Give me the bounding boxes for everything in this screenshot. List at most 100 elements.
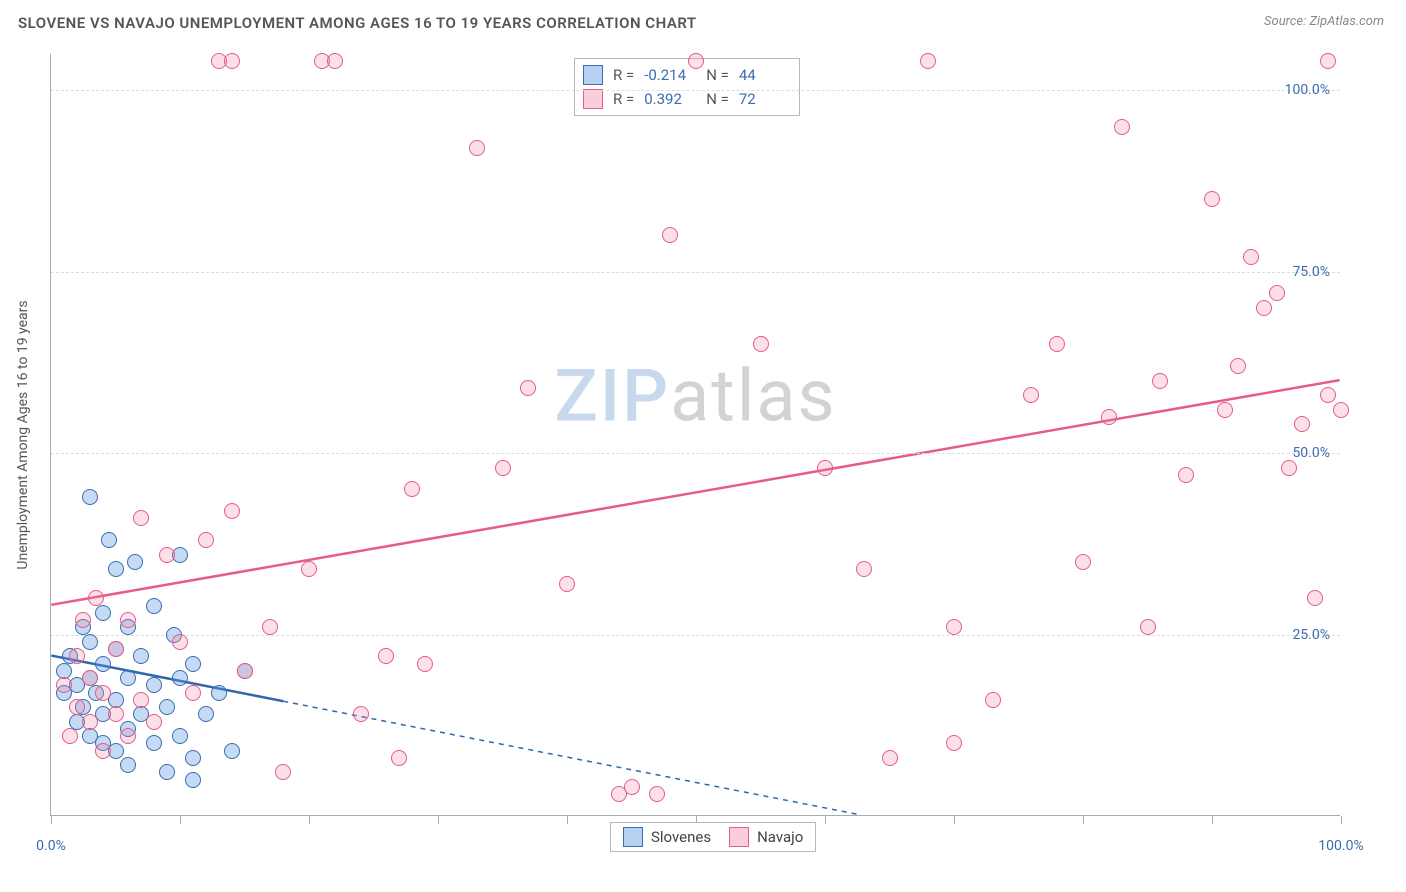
data-point [146,714,162,730]
chart-title: SLOVENE VS NAVAJO UNEMPLOYMENT AMONG AGE… [18,14,697,32]
data-point [120,757,136,773]
legend-label: Navajo [757,828,803,846]
data-point [1152,373,1168,389]
data-point [469,140,485,156]
data-point [1269,285,1285,301]
data-point [1320,387,1336,403]
n-label: N = [706,90,729,108]
data-point [1294,416,1310,432]
data-point [1178,467,1194,483]
data-point [353,706,369,722]
data-point [1049,336,1065,352]
data-point [133,510,149,526]
data-point [133,692,149,708]
data-point [856,561,872,577]
data-point [404,481,420,497]
data-point [172,728,188,744]
data-point [95,685,111,701]
r-label: R = [613,66,634,84]
r-value: -0.214 [644,66,696,84]
chart-region: Unemployment Among Ages 16 to 19 years Z… [50,54,1386,844]
trend-line-extrapolated [283,701,861,815]
legend-label: Slovenes [651,828,711,846]
trend-line [51,380,1339,605]
data-point [1023,387,1039,403]
x-tick [51,816,52,824]
data-point [262,619,278,635]
legend-item: Slovenes [623,827,711,847]
data-point [1333,402,1349,418]
data-point [391,750,407,766]
data-point [159,764,175,780]
data-point [301,561,317,577]
data-point [69,648,85,664]
gridline [51,90,1340,91]
data-point [146,598,162,614]
data-point [108,641,124,657]
data-point [224,743,240,759]
data-point [108,561,124,577]
data-point [1230,358,1246,374]
data-point [159,699,175,715]
x-tick [1212,816,1213,824]
data-point [1307,590,1323,606]
trend-lines [51,54,1340,815]
data-point [1217,402,1233,418]
x-tick [180,816,181,824]
data-point [1320,53,1336,69]
data-point [753,336,769,352]
data-point [417,656,433,672]
data-point [1243,249,1259,265]
data-point [198,532,214,548]
r-value: 0.392 [644,90,696,108]
data-point [920,53,936,69]
x-tick [825,816,826,824]
data-point [275,764,291,780]
data-point [224,503,240,519]
y-tick-label: 50.0% [1292,445,1330,461]
data-point [378,648,394,664]
data-point [882,750,898,766]
data-point [649,786,665,802]
x-tick [1341,816,1342,824]
x-tick [309,816,310,824]
data-point [224,53,240,69]
gridline [51,453,1340,454]
data-point [108,706,124,722]
gridline [51,272,1340,273]
data-point [817,460,833,476]
legend-item: Navajo [729,827,803,847]
data-point [120,670,136,686]
x-tick [954,816,955,824]
data-point [88,590,104,606]
correlation-stats-box: R =-0.214N =44R =0.392N =72 [574,58,800,116]
data-point [146,677,162,693]
data-point [520,380,536,396]
data-point [185,772,201,788]
data-point [1101,409,1117,425]
data-point [495,460,511,476]
data-point [172,634,188,650]
data-point [82,634,98,650]
data-point [1281,460,1297,476]
data-point [120,612,136,628]
data-point [120,728,136,744]
legend-swatch [583,65,603,85]
legend-swatch [623,827,643,847]
data-point [624,779,640,795]
n-value: 72 [739,90,791,108]
data-point [95,656,111,672]
data-point [82,714,98,730]
n-label: N = [706,66,729,84]
legend-swatch [729,827,749,847]
data-point [946,619,962,635]
y-tick-label: 75.0% [1292,264,1330,280]
legend-swatch [583,89,603,109]
data-point [198,706,214,722]
plot-area: Unemployment Among Ages 16 to 19 years Z… [50,54,1340,816]
data-point [185,750,201,766]
data-point [688,53,704,69]
data-point [327,53,343,69]
data-point [1140,619,1156,635]
data-point [146,735,162,751]
